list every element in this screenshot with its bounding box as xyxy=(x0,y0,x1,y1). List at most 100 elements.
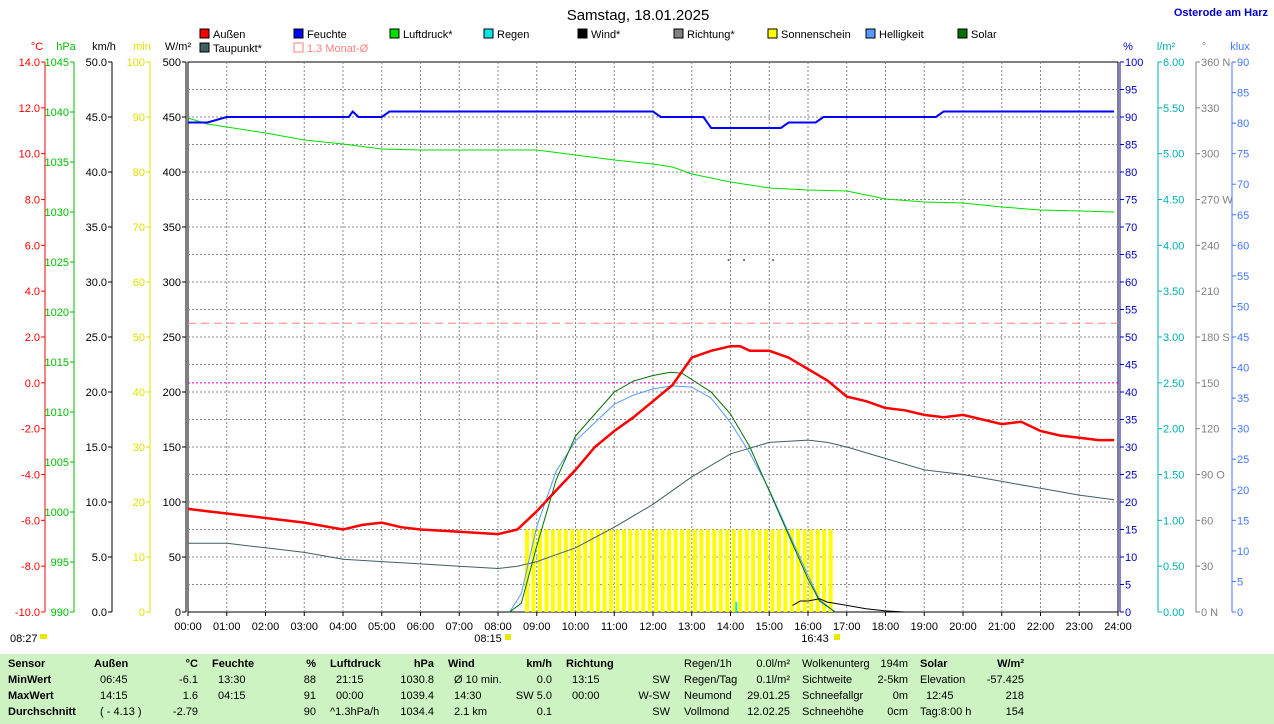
sunshine-bar xyxy=(751,529,756,612)
left-axis-tick-label: 100 xyxy=(127,57,145,69)
right-axis-tick-label: 0.00 xyxy=(1163,607,1184,619)
left-axis-tick-label: 150 xyxy=(163,442,181,454)
taupunkt-line xyxy=(188,439,1115,570)
sunshine-bar xyxy=(815,529,820,612)
regen-1h-label: Regen/1h xyxy=(684,658,732,670)
legend-swatch xyxy=(199,28,210,39)
right-axis-tick-label: 0 xyxy=(1237,607,1243,619)
left-axis-tick-label: -10.0 xyxy=(15,607,40,619)
right-axis-tick-label: 60 xyxy=(1237,240,1249,252)
legend-label: Richtung* xyxy=(687,29,735,41)
sunshine-bar xyxy=(550,529,555,612)
left-axis-tick-label: 995 xyxy=(51,557,69,569)
left-axis-tick-label: 300 xyxy=(163,277,181,289)
feuchte-line xyxy=(188,109,1115,129)
right-axis-tick-label: 100 xyxy=(1125,57,1143,69)
aussen-line xyxy=(187,344,1115,536)
left-axis-tick-label: 50.0 xyxy=(86,57,107,69)
left-axis-tick-label: -2.0 xyxy=(21,424,40,436)
legend-swatch xyxy=(293,28,304,39)
left-axis-tick-label: 0 xyxy=(139,607,145,619)
right-axis-tick-label: 15 xyxy=(1125,525,1137,537)
right-axis-tick-label: 90 O xyxy=(1201,470,1225,482)
legend-label: Sonnenschein xyxy=(781,29,851,41)
sunshine-bar xyxy=(764,529,769,612)
wind-max-time: 14:30 xyxy=(454,690,482,702)
left-axis-unit: km/h xyxy=(92,41,116,53)
legend-label: 1.3 Monat-Ø xyxy=(307,43,369,55)
wolken-value: 194m xyxy=(880,658,908,670)
right-axis-tick-label: 0.50 xyxy=(1163,561,1184,573)
right-axis-tick-label: 90 xyxy=(1125,112,1137,124)
feuchte-unit: % xyxy=(306,658,316,670)
chart-title: Samstag, 18.01.2025 xyxy=(567,7,710,24)
sunshine-bar xyxy=(621,529,626,612)
left-axes: °C 14.0 12.0 10.0 8.0 6.0 4.0 2.0 0.0 -2.0 -4.0 -6.… xyxy=(15,41,192,619)
sunshine-bar xyxy=(667,529,672,612)
wind-header: Wind xyxy=(448,658,475,670)
left-axis-tick-label: 0.0 xyxy=(92,607,107,619)
regen-tag-value: 0.1l/m² xyxy=(756,674,790,686)
left-axis-tick-label: 20.0 xyxy=(86,387,107,399)
left-axis-tick-label: 350 xyxy=(163,222,181,234)
col-richtung: Richtung 13:15 SW 00:00 W-SW SW xyxy=(566,656,670,720)
legend-swatch xyxy=(293,42,304,53)
right-axis-tick-label: 6.00 xyxy=(1163,57,1184,69)
feuchte-header: Feuchte xyxy=(212,658,255,670)
rain-bar xyxy=(735,602,738,612)
right-axis-tick-label: 40 xyxy=(1237,363,1249,375)
right-axis-tick-label: 95 xyxy=(1125,85,1137,97)
aussen-max-time: 14:15 xyxy=(100,690,128,702)
sunshine-bar xyxy=(757,529,762,612)
x-axis-tick-label: 22:00 xyxy=(1027,621,1055,633)
sunshine-bar xyxy=(809,529,814,612)
x-axis-tick-label: 04:00 xyxy=(329,621,357,633)
wolken-label: Wolkenunterg xyxy=(802,658,870,670)
vollmond-label: Vollmond xyxy=(684,706,730,718)
right-axis-tick-label: 10 xyxy=(1237,546,1249,558)
right-axis-tick-label: 240 xyxy=(1201,240,1219,252)
luftdruck-header: Luftdruck xyxy=(330,658,381,670)
luftdruck-unit: hPa xyxy=(413,658,434,670)
col-regen: Regen/1h 0.0l/m² Regen/Tag 0.1l/m² Neumond… xyxy=(684,656,790,720)
right-axis-tick-label: 75 xyxy=(1237,149,1249,161)
left-axis-unit: hPa xyxy=(56,41,76,53)
sunshine-bar xyxy=(680,529,685,612)
legend-swatch xyxy=(957,28,968,39)
right-axis-tick-label: 30 xyxy=(1125,442,1137,454)
right-axis-tick-label: 5.50 xyxy=(1163,103,1184,115)
left-axis-tick-label: 400 xyxy=(163,167,181,179)
sunshine-bar xyxy=(531,529,536,612)
x-axis-tick-label: 07:00 xyxy=(445,621,473,633)
solar-unit: W/m² xyxy=(997,658,1024,670)
luftdruck-max-time: 00:00 xyxy=(336,690,364,702)
sunshine-bar xyxy=(692,529,697,612)
sunshine-bar xyxy=(796,529,801,612)
chart-legend: Außen Feuchte Luftdruck* Regen Wind* Richtung… xyxy=(199,28,997,55)
left-axis-tick-label: 80 xyxy=(133,167,145,179)
label-sensor: Sensor xyxy=(8,658,46,670)
left-axis-tick-label: 1010 xyxy=(45,407,69,419)
left-axis-unit: min xyxy=(133,41,151,53)
sunshine-bar xyxy=(744,529,749,612)
right-axis-tick-label: 330 xyxy=(1201,103,1219,115)
left-axis-tick-label: 70 xyxy=(133,222,145,234)
right-axis-tick-label: 4.50 xyxy=(1163,195,1184,207)
right-axis-tick-label: 20 xyxy=(1125,497,1137,509)
left-axis-tick-label: 1015 xyxy=(45,357,69,369)
sunshine-bar xyxy=(576,529,581,612)
regen-tag-label: Regen/Tag xyxy=(684,674,738,686)
solar-max-time: 12:45 xyxy=(926,690,954,702)
sunshine-bar xyxy=(699,529,704,612)
luftdruck-max-value: 1039.4 xyxy=(400,690,434,702)
right-axis-tick-label: 0 N xyxy=(1201,607,1218,619)
legend-swatch xyxy=(483,28,494,39)
wind-avg-value: 0.1 xyxy=(536,706,552,718)
schneefallgr-value: 0m xyxy=(892,690,908,702)
left-axis-tick-label: 50 xyxy=(133,332,145,344)
right-axis-tick-label: 70 xyxy=(1237,179,1249,191)
right-axis-tick-label: 15 xyxy=(1237,515,1249,527)
neumond-value: 29.01.25 xyxy=(747,690,790,702)
left-axis-tick-label: 1035 xyxy=(45,157,69,169)
right-axis-tick-label: 30 xyxy=(1201,561,1213,573)
